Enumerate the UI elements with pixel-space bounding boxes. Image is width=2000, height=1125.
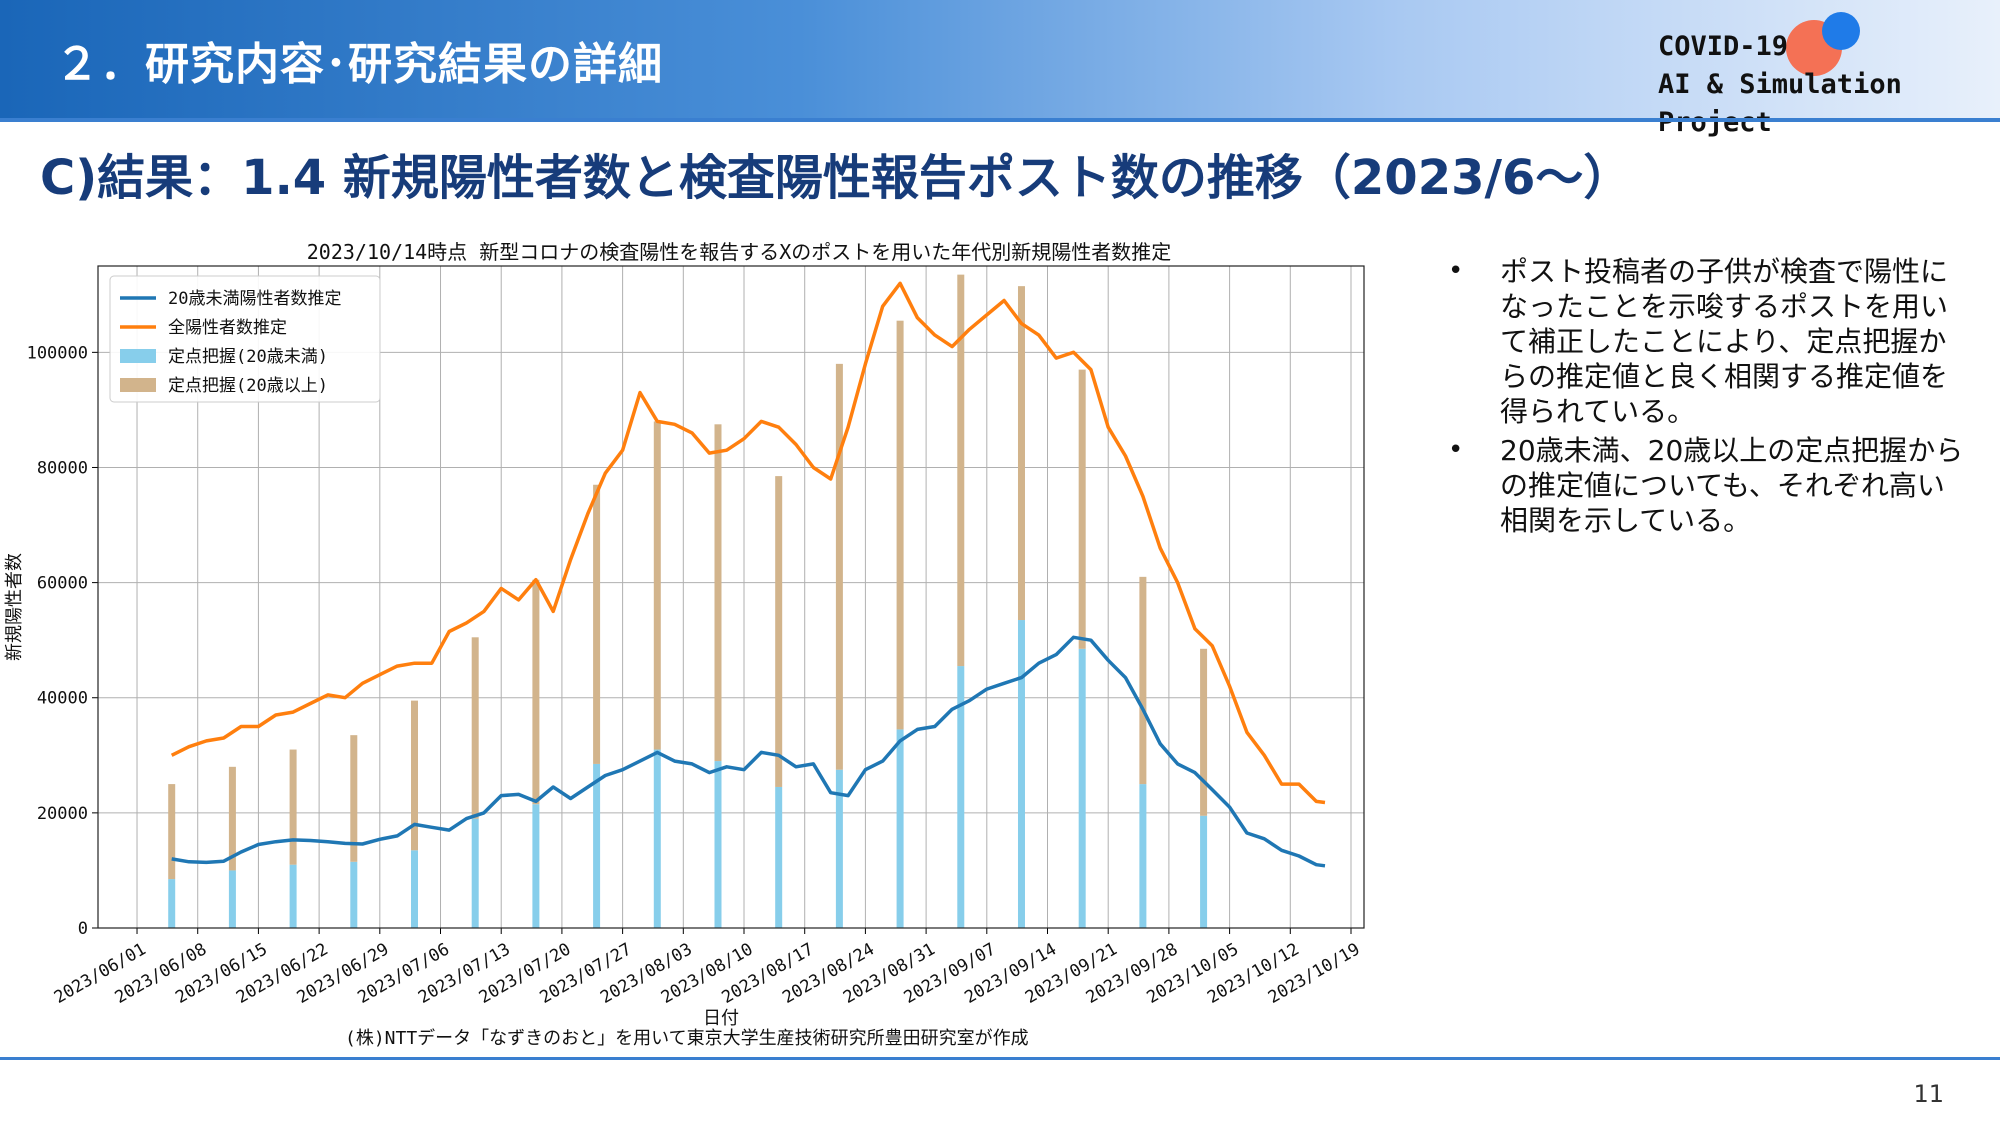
bar-over20 (471, 637, 479, 819)
chart-caption: (株)NTTデータ「なずきのおと」を用いて東京大学生産技術研究所豊田研究室が作成 (345, 1028, 1029, 1049)
bar-over20 (1139, 576, 1147, 785)
legend-label: 20歳未満陽性者数推定 (168, 289, 341, 309)
header-divider (0, 118, 2000, 122)
footer-divider (0, 1057, 2000, 1060)
bullet-item: • 20歳未満、20歳以上の定点把握からの推定値についても、それぞれ高い相関を示し… (1448, 433, 1968, 538)
bar-under20 (1078, 648, 1086, 928)
project-logo: COVID-19 AI & Simulation Project (1658, 28, 2000, 142)
bullet-text: ポスト投稿者の子供が検査で陽性になったことを示唆するポストを用いて補正したことに… (1500, 255, 1949, 428)
plot-frame (97, 265, 1365, 929)
bar-over20 (1200, 648, 1208, 816)
bar-over20 (957, 274, 965, 667)
under20-estimate-line (171, 635, 1326, 868)
bar-under20 (714, 761, 722, 928)
bullet-dot-icon: • (1448, 256, 1464, 286)
bar-over20 (350, 735, 358, 862)
section-title: ２．研究内容･研究結果の詳細 (55, 39, 663, 90)
y-tick-label: 100000 (27, 343, 88, 363)
y-tick-label: 40000 (37, 689, 88, 709)
y-tick-label: 20000 (37, 804, 88, 824)
bar-over20 (289, 749, 297, 865)
chart-title: 2023/10/14時点 新型コロナの検査陽性を報告するXのポストを用いた年代別… (306, 240, 1172, 264)
bar-under20 (228, 870, 236, 928)
bar-under20 (835, 769, 843, 928)
bar-under20 (775, 786, 783, 928)
total-estimate-line (170, 281, 1326, 805)
bar-over20 (411, 700, 418, 851)
bar-over20 (532, 579, 540, 805)
bar-over20 (714, 424, 722, 762)
bullet-dot-icon: • (1448, 435, 1464, 465)
logo-line-2: AI & Simulation Project (1658, 69, 1902, 138)
y-axis-label: 新規陽性者数 (4, 553, 25, 661)
bar-over20 (1078, 369, 1086, 649)
bar-under20 (289, 864, 297, 928)
bar-under20 (471, 818, 479, 928)
bar-under20 (411, 850, 418, 928)
legend-label: 全陽性者数推定 (168, 318, 287, 338)
bar-under20 (593, 763, 601, 928)
bar-under20 (532, 804, 540, 928)
logo-blue-circle-icon (1822, 12, 1860, 50)
bar-over20 (896, 320, 904, 730)
y-tick-label: 80000 (37, 458, 88, 478)
logo-line-1: COVID-19 (1658, 31, 1789, 62)
bar-over20 (775, 476, 783, 787)
slide-subtitle: C)結果：1.4 新規陽性者数と検査陽性報告ポスト数の推移（2023/6～） (40, 150, 1632, 206)
bar-under20 (168, 879, 176, 928)
x-axis-label: 日付 (703, 1008, 739, 1029)
legend-box (109, 275, 381, 403)
bar-under20 (1139, 784, 1147, 928)
bar-over20 (168, 784, 176, 880)
bullet-item: • ポスト投稿者の子供が検査で陽性になったことを示唆するポストを用いて補正したこと… (1448, 254, 1968, 429)
bar-over20 (835, 363, 843, 770)
bar-over20 (1017, 286, 1025, 621)
legend-patch-swatch (120, 349, 156, 363)
bar-over20 (653, 421, 661, 750)
y-tick-label: 0 (78, 919, 88, 939)
bar-over20 (228, 766, 236, 871)
legend-patch-swatch (120, 378, 156, 392)
bullet-text: 20歳未満、20歳以上の定点把握からの推定値についても、それぞれ高い相関を示して… (1500, 434, 1964, 537)
bar-under20 (1017, 620, 1025, 928)
page-number: 11 (1913, 1080, 1944, 1108)
bar-under20 (896, 729, 904, 928)
bar-over20 (593, 484, 601, 764)
y-tick-label: 60000 (37, 574, 88, 594)
bullet-list: • ポスト投稿者の子供が検査で陽性になったことを示唆するポストを用いて補正したこと… (1448, 254, 1968, 542)
bar-under20 (653, 749, 661, 928)
bar-under20 (1200, 815, 1208, 928)
header-band (0, 0, 2000, 118)
bar-under20 (350, 861, 358, 928)
legend-label: 定点把握(20歳以上) (168, 376, 328, 396)
bar-under20 (957, 666, 965, 928)
legend-label: 定点把握(20歳未満) (168, 347, 328, 367)
